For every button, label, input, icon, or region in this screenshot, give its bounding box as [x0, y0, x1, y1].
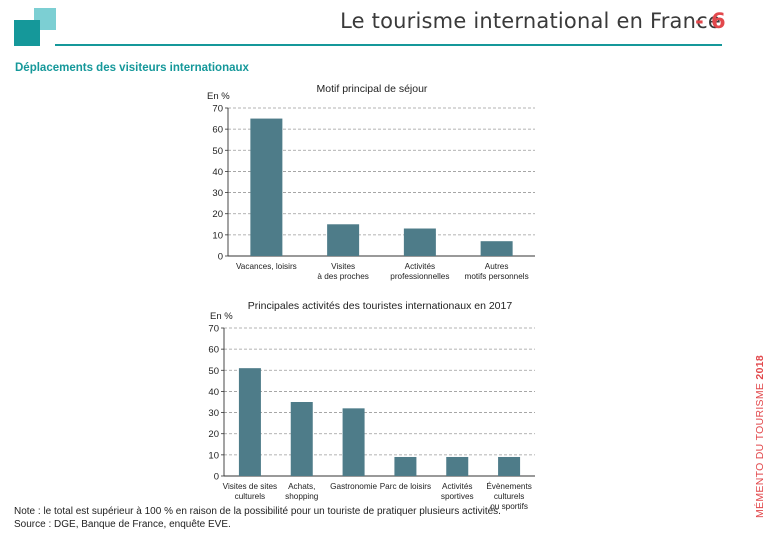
y-tick-label: 40	[208, 387, 219, 398]
footnote-source: Source : DGE, Banque de France, enquête …	[14, 519, 231, 530]
y-tick-label: 0	[218, 252, 223, 263]
x-category-label-line: à des proches	[317, 272, 368, 281]
y-tick-label: 0	[214, 472, 219, 483]
bar	[342, 408, 365, 476]
bar	[327, 224, 360, 256]
bar	[446, 456, 469, 476]
header-divider	[55, 44, 722, 46]
x-category-label-line: motifs personnels	[465, 272, 529, 281]
section-title: Déplacements des visiteurs internationau…	[15, 62, 249, 74]
y-tick-label: 30	[212, 188, 223, 199]
y-tick-label: 10	[208, 450, 219, 461]
x-category-label: Gastronomie	[330, 482, 377, 491]
x-category-label: Visites à des proches	[317, 262, 368, 281]
x-category-label: Autres motifs personnels	[465, 262, 529, 281]
bar	[250, 118, 283, 256]
x-category-label: Activités sportives	[441, 482, 474, 501]
x-category-label-line: culturels	[494, 492, 525, 501]
x-category-label-line: professionnelles	[390, 272, 449, 281]
x-category-label: Visites de sites culturels	[223, 482, 277, 501]
bar	[403, 228, 436, 256]
x-category-label-line: Visites	[331, 262, 355, 271]
x-category-label-line: Évènements	[486, 481, 532, 491]
y-tick-label: 30	[208, 408, 219, 419]
chart-title: Principales activités des touristes inte…	[248, 300, 513, 312]
x-category-label-line: Visites de sites	[223, 482, 277, 491]
x-category-label: Achats, shopping	[285, 482, 319, 501]
bar	[394, 456, 417, 476]
bar	[290, 402, 313, 476]
page-number-separator: -	[695, 9, 704, 33]
bar	[238, 368, 261, 476]
y-tick-label: 50	[208, 366, 219, 377]
page-number-value: 6	[711, 9, 726, 33]
x-category-label: Vacances, loisirs	[236, 262, 297, 271]
x-category-label-line: sportives	[441, 492, 474, 501]
x-category-label-line: Activités	[442, 482, 472, 491]
y-tick-label: 20	[208, 429, 219, 440]
bar	[498, 456, 521, 476]
x-category-label: Activités professionnelles	[390, 262, 449, 281]
x-category-label-line: ou sportifs	[490, 502, 528, 511]
x-category-label-line: Parc de loisirs	[380, 482, 431, 491]
x-category-label-line: Activités	[405, 262, 435, 271]
bar	[480, 241, 513, 256]
x-category-label-line: shopping	[285, 492, 319, 501]
x-category-label: Parc de loisirs	[380, 482, 431, 491]
y-tick-label: 70	[212, 104, 223, 115]
y-tick-label: 50	[212, 146, 223, 157]
y-tick-label: 10	[212, 230, 223, 241]
y-tick-label: 70	[208, 324, 219, 335]
page-header-title: Le tourisme international en France	[340, 9, 721, 33]
x-category-label: Évènements culturels ou sportifs	[486, 481, 532, 511]
header-title-text: Le tourisme international en France	[340, 9, 721, 33]
chart-title: Motif principal de séjour	[317, 83, 428, 95]
x-category-label-line: Vacances, loisirs	[236, 262, 297, 271]
logo-square-dark	[14, 20, 40, 46]
y-tick-label: 40	[212, 167, 223, 178]
y-tick-label: 60	[212, 125, 223, 136]
footnote: Note : le total est supérieur à 100 % en…	[14, 505, 501, 531]
y-tick-label: 60	[208, 345, 219, 356]
brand-logo	[0, 0, 60, 50]
x-category-label-line: culturels	[235, 492, 266, 501]
y-tick-label: 20	[212, 209, 223, 220]
page-number: - 6	[695, 9, 726, 33]
x-category-label-line: Autres	[485, 262, 509, 271]
y-axis-unit-label: En %	[210, 311, 233, 322]
x-category-label-line: Gastronomie	[330, 482, 377, 491]
y-axis-unit-label: En %	[207, 91, 230, 102]
footnote-note: Note : le total est supérieur à 100 % en…	[14, 506, 501, 517]
x-category-label-line: Achats,	[288, 482, 315, 491]
